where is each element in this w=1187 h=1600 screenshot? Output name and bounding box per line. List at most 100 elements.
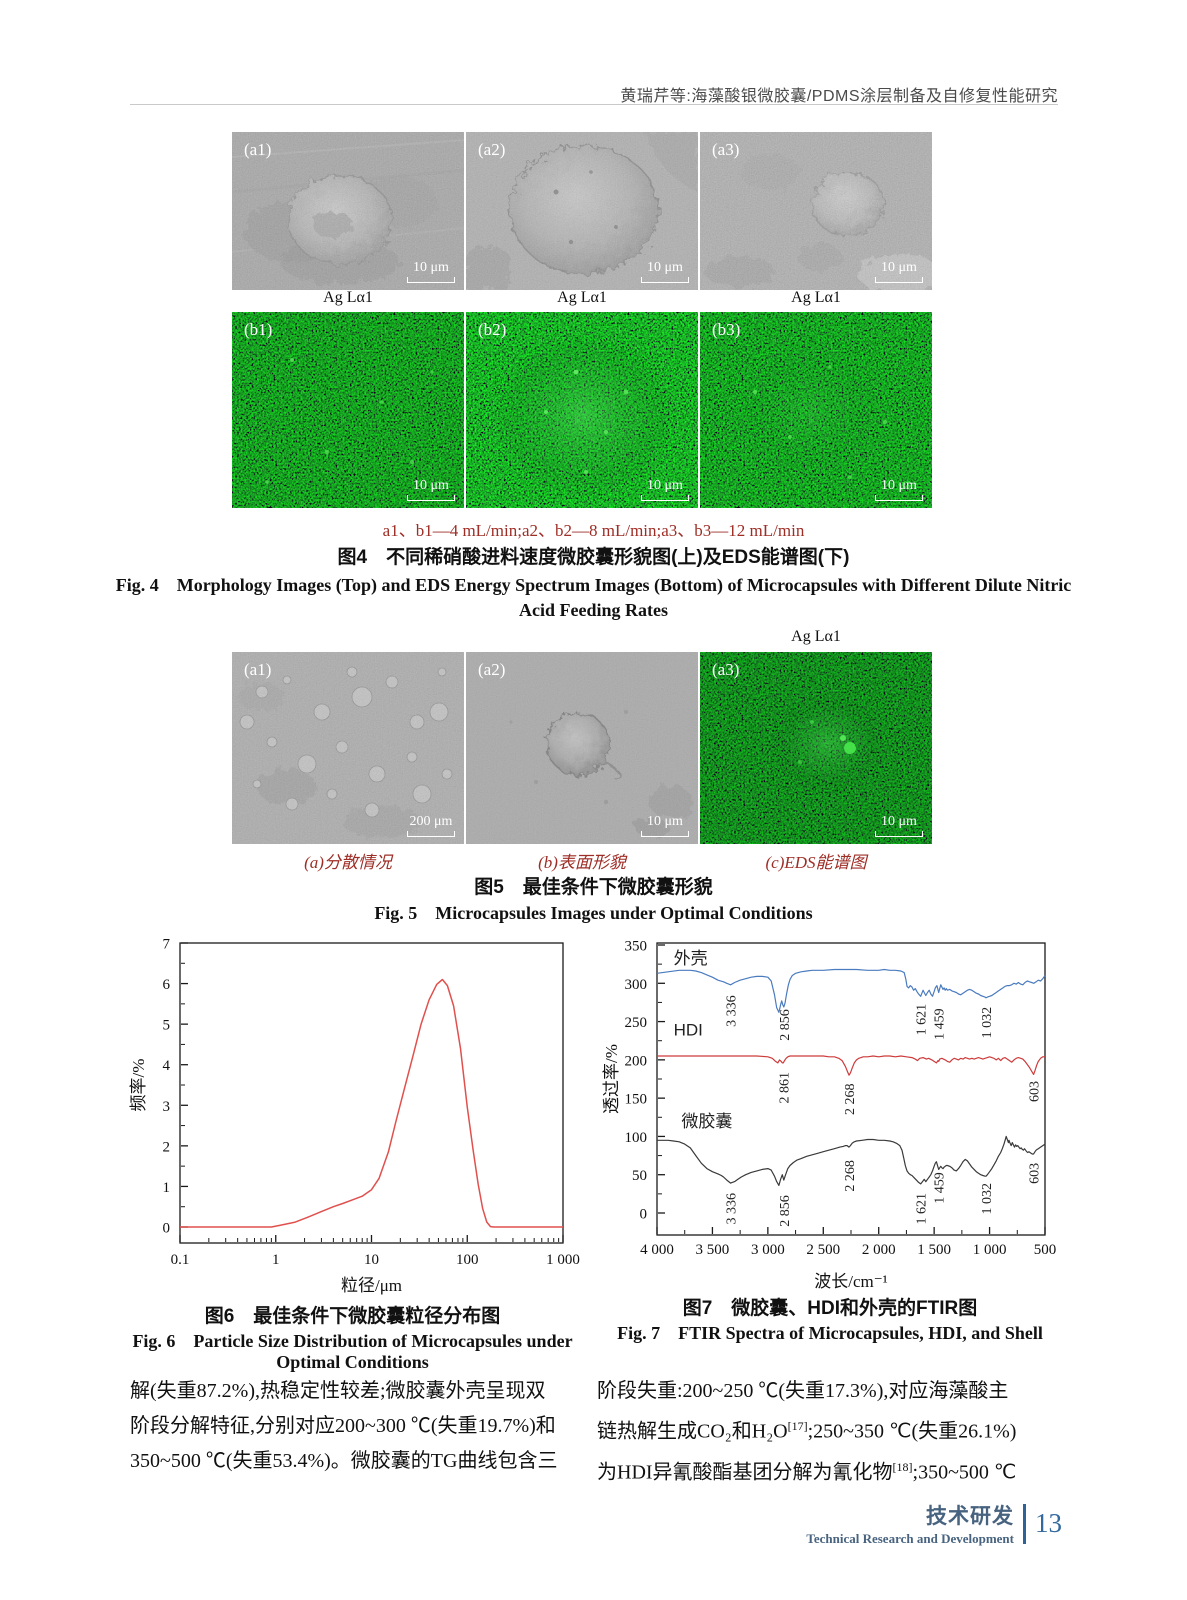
- citation-ref: [18]: [892, 1459, 913, 1474]
- svg-text:1 032: 1 032: [980, 1183, 995, 1215]
- eds-image-b2: (b2) 10 μm: [466, 312, 698, 508]
- svg-text:250: 250: [625, 1015, 648, 1031]
- svg-text:4: 4: [163, 1058, 171, 1074]
- scale-bar: 10 μm: [875, 813, 923, 837]
- svg-text:2: 2: [163, 1139, 171, 1155]
- body-line: 阶段失重:200~250 ℃(失重17.3%),对应海藻酸主: [597, 1380, 1009, 1402]
- sem-image-a1: (a1) 10 μm: [232, 132, 464, 290]
- running-title: 黄瑞芹等:海藻酸银微胶囊/PDMS涂层制备及自修复性能研究: [620, 88, 1058, 105]
- figure5-caption-cn: 图5 最佳条件下微胶囊形貌: [474, 877, 713, 898]
- particle-size-chart: 0 1 2 3 4 5 6 7 0.1 1 10 100 1 000 粒径/μm 频率/%: [129, 937, 580, 1296]
- figure6-caption-cn: 图6 最佳条件下微胶囊粒径分布图: [204, 1306, 501, 1327]
- body-line: 350~500 ℃(失重53.4%)。微胶囊的TG曲线包含三: [130, 1450, 558, 1472]
- scale-bar: 10 μm: [407, 259, 455, 283]
- panel-label: (a1): [244, 660, 272, 679]
- panel-label: (a1): [244, 140, 272, 159]
- figure4-caption-en-line2: Acid Feeding Rates: [519, 600, 668, 620]
- scale-bar: 10 μm: [641, 477, 689, 501]
- panel-label: (a2): [478, 660, 506, 679]
- panel-label: (a2): [478, 140, 506, 159]
- figure6-caption-en-line2: Optimal Conditions: [276, 1352, 429, 1372]
- svg-text:2 000: 2 000: [862, 1242, 896, 1258]
- scale-bar-text: 200 μm: [409, 814, 453, 829]
- scale-bar-text: 10 μm: [881, 814, 917, 829]
- svg-text:603: 603: [1028, 1081, 1043, 1102]
- svg-text:2 268: 2 268: [843, 1084, 858, 1116]
- eds-image-b1: (b1) 10 μm: [232, 312, 464, 508]
- svg-text:3 000: 3 000: [751, 1242, 785, 1258]
- panel-label: (b2): [478, 320, 507, 339]
- eds-title: Ag Lα1: [323, 289, 373, 306]
- figure7-caption-en: Fig. 7 FTIR Spectra of Microcapsules, HD…: [617, 1323, 1043, 1343]
- figure4-caption-en-line1: Fig. 4 Morphology Images (Top) and EDS E…: [115, 575, 1072, 595]
- figure5-eds-title: Ag Lα1: [791, 628, 841, 645]
- svg-text:7: 7: [163, 937, 171, 953]
- panel-label: (a3): [712, 660, 740, 679]
- scale-bar: 200 μm: [407, 813, 455, 837]
- body-line: 链热解生成CO₂和H₂O[17];250~350 ℃(失重26.1%): [597, 1419, 1017, 1443]
- figure5-caption-en: Fig. 5 Microcapsules Images under Optima…: [374, 903, 813, 923]
- scale-bar-text: 10 μm: [647, 814, 683, 829]
- sem-image: [466, 652, 698, 844]
- svg-text:1 000: 1 000: [973, 1242, 1007, 1258]
- figure4-caption-cn: 图4 不同稀硝酸进料速度微胶囊形貌图(上)及EDS能谱图(下): [337, 547, 850, 568]
- svg-text:10: 10: [364, 1252, 379, 1268]
- scale-bar: 10 μm: [875, 259, 923, 283]
- scale-bar-bracket: [875, 277, 923, 283]
- svg-text:1: 1: [163, 1180, 171, 1196]
- scale-bar-bracket: [641, 831, 689, 837]
- svg-text:150: 150: [625, 1092, 648, 1108]
- svg-text:3 500: 3 500: [696, 1242, 730, 1258]
- sem-image-a2: (a2) 10 μm: [466, 132, 698, 290]
- svg-text:1 000: 1 000: [546, 1252, 580, 1268]
- panel-label: (a3): [712, 140, 740, 159]
- eds-title: Ag Lα1: [791, 289, 841, 306]
- citation-ref: [17]: [787, 1419, 808, 1433]
- scale-bar-text: 10 μm: [881, 260, 917, 275]
- scale-bar: 10 μm: [875, 477, 923, 501]
- svg-text:3: 3: [163, 1099, 171, 1115]
- figure4-eds-titles: Ag Lα1 Ag Lα1 Ag Lα1: [232, 289, 932, 307]
- svg-text:100: 100: [625, 1130, 648, 1146]
- page-footer: 技术研发 Technical Research and Development …: [806, 1500, 1062, 1547]
- sem-image-dispersion: (a1) 200 μm: [232, 652, 464, 844]
- svg-text:0.1: 0.1: [171, 1252, 190, 1268]
- svg-text:1: 1: [272, 1252, 280, 1268]
- svg-text:350: 350: [625, 939, 648, 955]
- figure5-row: (a1) 200 μm (a2) 10 μm: [232, 652, 932, 844]
- sem-image-surface: (a2) 10 μm: [466, 652, 698, 844]
- svg-text:微胶囊: 微胶囊: [681, 1112, 732, 1131]
- body-line: 解(失重87.2%),热稳定性较差;微胶囊外壳呈现双: [130, 1380, 546, 1402]
- svg-text:1 032: 1 032: [980, 1007, 995, 1039]
- scale-bar-bracket: [875, 495, 923, 501]
- scale-bar: 10 μm: [407, 477, 455, 501]
- figure5-sublabels: (a)分散情况 (b)表面形貌 (c)EDS能谱图: [232, 848, 932, 873]
- svg-text:1 500: 1 500: [917, 1242, 951, 1258]
- svg-text:0: 0: [640, 1207, 648, 1223]
- svg-text:外壳: 外壳: [674, 949, 708, 968]
- svg-text:200: 200: [625, 1053, 648, 1069]
- scale-bar: 10 μm: [641, 259, 689, 283]
- figure5-sublabel-c: (c)EDS能谱图: [765, 853, 867, 872]
- svg-text:1 459: 1 459: [933, 1008, 948, 1040]
- eds-title: Ag Lα1: [557, 289, 607, 306]
- svg-text:1 459: 1 459: [933, 1172, 948, 1204]
- figure7-caption-cn: 图7 微胶囊、HDI和外壳的FTIR图: [682, 1298, 978, 1319]
- header-rule: [130, 104, 1058, 105]
- scale-bar-bracket: [407, 277, 455, 283]
- svg-text:波长/cm⁻¹: 波长/cm⁻¹: [814, 1272, 888, 1291]
- svg-text:4 000: 4 000: [640, 1242, 674, 1258]
- svg-text:1 621: 1 621: [915, 1193, 930, 1225]
- scale-bar-bracket: [407, 495, 455, 501]
- scale-bar-text: 10 μm: [881, 478, 917, 493]
- footer-divider: [1023, 1503, 1026, 1544]
- scale-bar-bracket: [641, 495, 689, 501]
- eds-image-optimal: (a3) 10 μm: [700, 652, 932, 844]
- svg-text:603: 603: [1028, 1163, 1043, 1184]
- scale-bar-bracket: [875, 831, 923, 837]
- svg-text:50: 50: [632, 1168, 647, 1184]
- scale-bar-text: 10 μm: [647, 478, 683, 493]
- svg-text:1 621: 1 621: [915, 1004, 930, 1036]
- body-line: 为HDI异氰酸酯基团分解为氰化物[18];350~500 ℃: [597, 1459, 1017, 1484]
- body-text-right-column: 阶段失重:200~250 ℃(失重17.3%),对应海藻酸主 链热解生成CO₂和…: [597, 1374, 1060, 1490]
